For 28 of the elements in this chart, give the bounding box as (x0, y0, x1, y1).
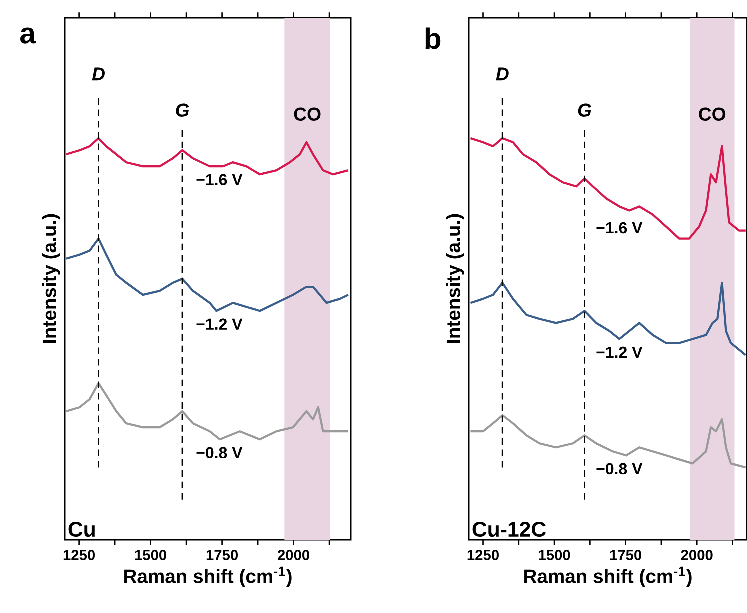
band-label: CO (699, 108, 726, 121)
x-axis-title: Raman shift (cm$^{-1}$) (124, 566, 292, 588)
ref-line-label: D (496, 68, 509, 81)
series-label: −0.8 V (196, 447, 243, 459)
x-tick-label: 2000 (681, 550, 713, 560)
y-axis-title: Intensity (a.u.) (446, 214, 464, 344)
series-label: −1.6 V (196, 174, 243, 186)
series-label: −0.8 V (596, 463, 643, 475)
series-label: −1.2 V (596, 346, 643, 358)
x-tick-label: 1750 (610, 550, 642, 560)
x-tick-label: 2000 (278, 550, 310, 560)
x-tick-label: 1250 (64, 550, 96, 560)
band-label: CO (294, 108, 321, 121)
x-tick-label: 1750 (206, 550, 238, 560)
chart-title: b (426, 28, 441, 50)
x-tick-label: 1500 (135, 550, 166, 560)
series-label: −1.6 V (596, 222, 643, 234)
ref-line-label: D (92, 68, 105, 81)
y-axis-title: Intensity (a.u.) (42, 214, 60, 344)
series-label: −1.2 V (196, 318, 243, 330)
annotation: Cu-12C (472, 522, 546, 538)
chart-title: a (20, 28, 36, 44)
x-tick-label: 1250 (468, 550, 499, 560)
ref-line-label: G (578, 104, 592, 117)
x-tick-label: 1500 (539, 550, 570, 560)
annotation: Cu (68, 522, 95, 538)
ref-line-label: G (176, 104, 190, 117)
x-axis-title: Raman shift (cm$^{-1}$) (524, 566, 692, 588)
